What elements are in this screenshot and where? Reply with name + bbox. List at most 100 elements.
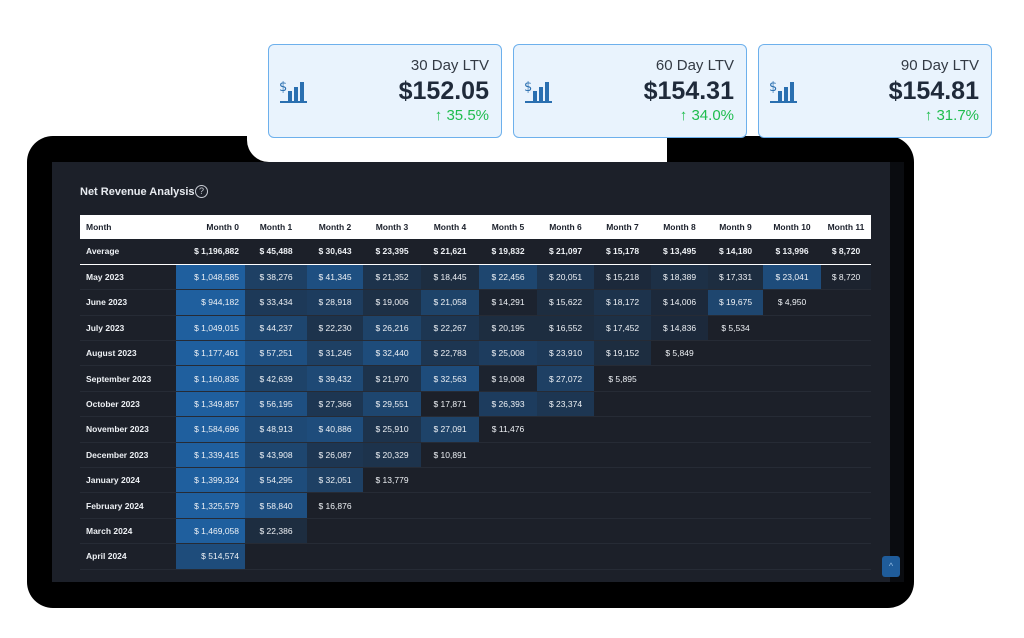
table-row: February 2024 $ 1,325,579 $ 58,840 $ 16,876 xyxy=(80,492,871,519)
table-cell xyxy=(821,543,871,570)
table-cell xyxy=(651,416,708,443)
table-cell: $ 19,006 xyxy=(363,289,421,316)
table-cell: $ 31,245 xyxy=(307,340,363,367)
table-cell: $ 18,172 xyxy=(594,289,651,316)
table-cell xyxy=(763,365,821,392)
row-label: April 2024 xyxy=(80,543,176,570)
table-cell xyxy=(594,518,651,545)
table-cell: $ 21,058 xyxy=(421,289,479,316)
table-cell: $ 38,276 xyxy=(245,264,307,291)
table-cell: $ 5,895 xyxy=(594,365,651,392)
table-cell xyxy=(763,492,821,519)
table-cell: $ 21,352 xyxy=(363,264,421,291)
question-circle-icon[interactable]: ? xyxy=(195,185,208,198)
table-cell xyxy=(594,467,651,494)
table-cell: $ 42,639 xyxy=(245,365,307,392)
average-row: Average $ 1,196,882 $ 45,488 $ 30,643 $ 23,3… xyxy=(80,239,871,265)
table-cell xyxy=(821,492,871,519)
table-cell: $ 16,552 xyxy=(537,315,594,342)
column-header: Month 6 xyxy=(537,215,594,239)
table-cell xyxy=(651,391,708,418)
row-label: March 2024 xyxy=(80,518,176,545)
card-title: 90 Day LTV xyxy=(900,57,979,74)
row-label: May 2023 xyxy=(80,264,176,291)
table-cell: $ 48,913 xyxy=(245,416,307,443)
table-cell: $ 1,177,461 xyxy=(176,340,245,367)
table-cell: $ 14,291 xyxy=(479,289,537,316)
column-header: Month 4 xyxy=(421,215,479,239)
table-cell: $ 22,230 xyxy=(307,315,363,342)
table-cell: $ 1,160,835 xyxy=(176,365,245,392)
table-cell: $ 5,849 xyxy=(651,340,708,367)
table-cell xyxy=(821,467,871,494)
table-cell: $ 26,393 xyxy=(479,391,537,418)
table-cell: $ 32,051 xyxy=(307,467,363,494)
table-row: January 2024 $ 1,399,324 $ 54,295 $ 32,051 $… xyxy=(80,467,871,494)
svg-text:$: $ xyxy=(524,80,532,95)
table-cell: $ 13,779 xyxy=(363,467,421,494)
table-cell xyxy=(763,340,821,367)
table-cell xyxy=(763,518,821,545)
ltv-90-card: $ 90 Day LTV $154.81 ↑ 31.7% xyxy=(758,44,992,138)
table-cell xyxy=(537,442,594,469)
column-header: Month 11 xyxy=(821,215,871,239)
table-cell xyxy=(821,289,871,316)
ltv-30-card: $ 30 Day LTV $152.05 ↑ 35.5% xyxy=(268,44,502,138)
table-cell: $ 23,041 xyxy=(763,264,821,291)
card-value: $152.05 xyxy=(398,77,489,105)
table-cell xyxy=(594,442,651,469)
table-cell: $ 1,048,585 xyxy=(176,264,245,291)
table-cell xyxy=(763,442,821,469)
table-cell: $ 15,178 xyxy=(594,239,651,265)
table-cell: $ 30,643 xyxy=(307,239,363,265)
table-cell xyxy=(708,442,763,469)
table-cell xyxy=(421,492,479,519)
table-cell: $ 16,876 xyxy=(307,492,363,519)
table-cell: $ 14,836 xyxy=(651,315,708,342)
table-cell xyxy=(651,467,708,494)
table-cell xyxy=(537,543,594,570)
table-cell xyxy=(421,467,479,494)
table-cell xyxy=(651,518,708,545)
table-cell: $ 43,908 xyxy=(245,442,307,469)
table-cell xyxy=(594,492,651,519)
table-cell xyxy=(763,543,821,570)
column-header: Month 1 xyxy=(245,215,307,239)
row-label: January 2024 xyxy=(80,467,176,494)
row-label: November 2023 xyxy=(80,416,176,443)
table-cell: $ 40,886 xyxy=(307,416,363,443)
table-cell: $ 14,180 xyxy=(708,239,763,265)
table-cell: $ 944,182 xyxy=(176,289,245,316)
table-cell: $ 4,950 xyxy=(763,289,821,316)
table-cell xyxy=(421,543,479,570)
column-header: Month 0 xyxy=(176,215,245,239)
row-label: July 2023 xyxy=(80,315,176,342)
table-cell: $ 28,918 xyxy=(307,289,363,316)
table-cell: $ 15,218 xyxy=(594,264,651,291)
table-cell: $ 21,097 xyxy=(537,239,594,265)
table-cell: $ 25,008 xyxy=(479,340,537,367)
table-cell: $ 26,216 xyxy=(363,315,421,342)
table-cell xyxy=(537,518,594,545)
table-cell: $ 17,871 xyxy=(421,391,479,418)
table-cell xyxy=(307,543,363,570)
table-cell: $ 22,456 xyxy=(479,264,537,291)
table-cell xyxy=(708,416,763,443)
chevron-up-icon[interactable]: ^ xyxy=(882,556,900,577)
table-cell xyxy=(708,467,763,494)
column-header: Month 3 xyxy=(363,215,421,239)
table-cell xyxy=(763,315,821,342)
table-cell: $ 23,374 xyxy=(537,391,594,418)
column-header: Month 8 xyxy=(651,215,708,239)
table-cell: $ 22,783 xyxy=(421,340,479,367)
table-cell: $ 29,551 xyxy=(363,391,421,418)
table-row: June 2023 $ 944,182 $ 33,434 $ 28,918 $ 19,0… xyxy=(80,289,871,316)
table-row: April 2024 $ 514,574 xyxy=(80,543,871,570)
table-cell: $ 44,237 xyxy=(245,315,307,342)
table-cell xyxy=(651,543,708,570)
row-label: Average xyxy=(80,239,176,265)
table-row: October 2023 $ 1,349,857 $ 56,195 $ 27,366 $… xyxy=(80,391,871,418)
card-delta: ↑ 34.0% xyxy=(679,107,734,124)
table-cell xyxy=(821,442,871,469)
table-cell: $ 14,006 xyxy=(651,289,708,316)
